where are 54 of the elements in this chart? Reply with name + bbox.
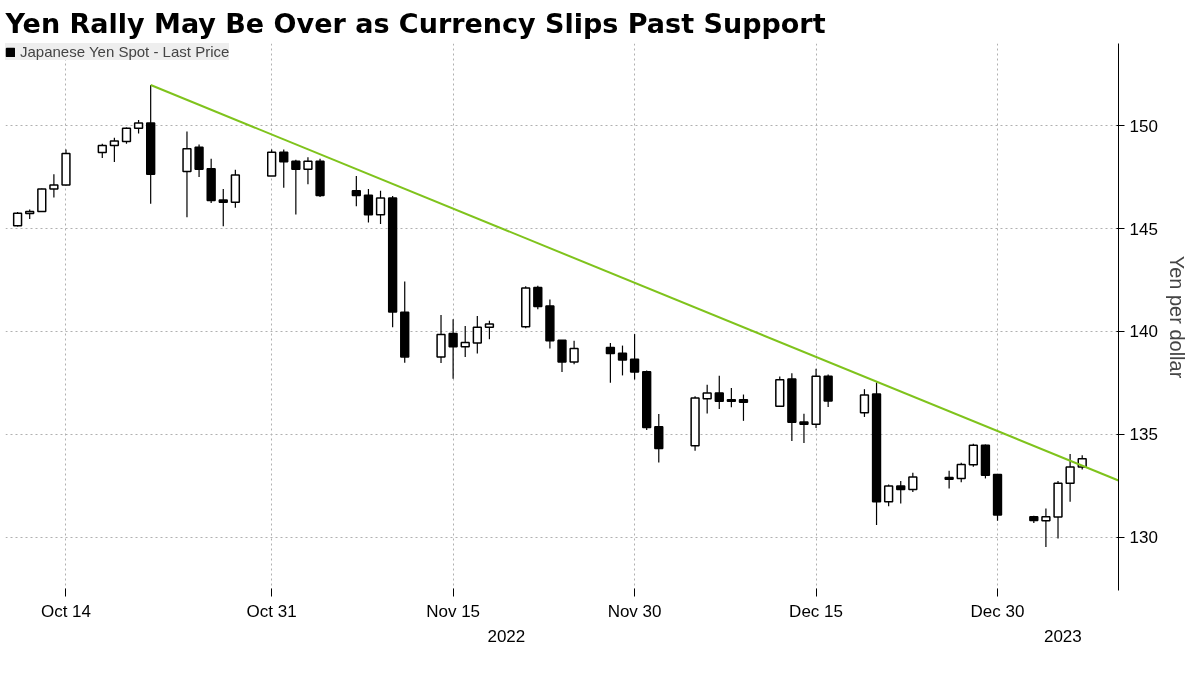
candlestick bbox=[557, 339, 567, 373]
x-tick-label: Dec 15 bbox=[789, 601, 843, 621]
candlestick bbox=[799, 413, 809, 444]
candlestick bbox=[1065, 453, 1075, 503]
candlestick bbox=[738, 393, 749, 422]
candlestick bbox=[472, 315, 482, 355]
candlestick bbox=[460, 325, 470, 358]
candlestick bbox=[363, 188, 374, 224]
candlestick bbox=[182, 130, 192, 218]
candlestick bbox=[569, 340, 579, 365]
x-tick-label: Oct 14 bbox=[40, 601, 92, 621]
y-axis-title: Yen per dollar bbox=[1165, 255, 1188, 379]
y-tick-label: 150 bbox=[1129, 116, 1158, 136]
candlestick bbox=[351, 175, 362, 207]
candlestick bbox=[702, 384, 712, 415]
candlestick bbox=[436, 314, 446, 364]
candlestick bbox=[375, 190, 386, 225]
candlestick bbox=[883, 483, 894, 507]
candlestick bbox=[859, 388, 870, 418]
candlestick bbox=[968, 443, 979, 468]
candlestick bbox=[1041, 507, 1051, 548]
x-tick-label: Dec 30 bbox=[970, 601, 1025, 621]
candlestick bbox=[266, 148, 277, 177]
candlestick bbox=[448, 318, 458, 380]
text: 2023 bbox=[1043, 626, 1082, 646]
legend-label: Japanese Yen Spot - Last Price bbox=[20, 43, 230, 60]
candlestick bbox=[617, 344, 628, 376]
candlestick bbox=[956, 462, 966, 483]
candlestick bbox=[726, 387, 737, 408]
y-tick-label: 130 bbox=[1129, 528, 1158, 548]
candlestick bbox=[279, 148, 289, 189]
chart-title: Yen Rally May Be Over as Currency Slips Past Support bbox=[4, 7, 826, 39]
candlestick bbox=[291, 159, 301, 216]
candlestick bbox=[533, 285, 543, 310]
candlestick bbox=[303, 156, 313, 185]
y-tick-label: 140 bbox=[1129, 322, 1158, 342]
candlestick bbox=[896, 480, 906, 505]
text: 2022 bbox=[487, 626, 526, 646]
candlestick bbox=[109, 137, 120, 163]
candlestick bbox=[908, 472, 918, 493]
candlestick bbox=[484, 320, 495, 340]
candlestick bbox=[49, 173, 59, 199]
y-tick-label: 145 bbox=[1129, 219, 1158, 239]
candlestick bbox=[629, 333, 640, 381]
x-tick-label: Oct 31 bbox=[246, 601, 297, 621]
candlestick bbox=[218, 188, 228, 227]
y-tick-label: 135 bbox=[1129, 425, 1158, 445]
x-tick-label: Nov 15 bbox=[426, 601, 481, 621]
x-tick-label: Nov 30 bbox=[607, 601, 662, 621]
candlestick bbox=[605, 342, 616, 384]
candlestick bbox=[194, 143, 204, 178]
candlestick bbox=[714, 375, 724, 410]
candlestick bbox=[654, 413, 664, 463]
candlestick bbox=[944, 470, 954, 490]
